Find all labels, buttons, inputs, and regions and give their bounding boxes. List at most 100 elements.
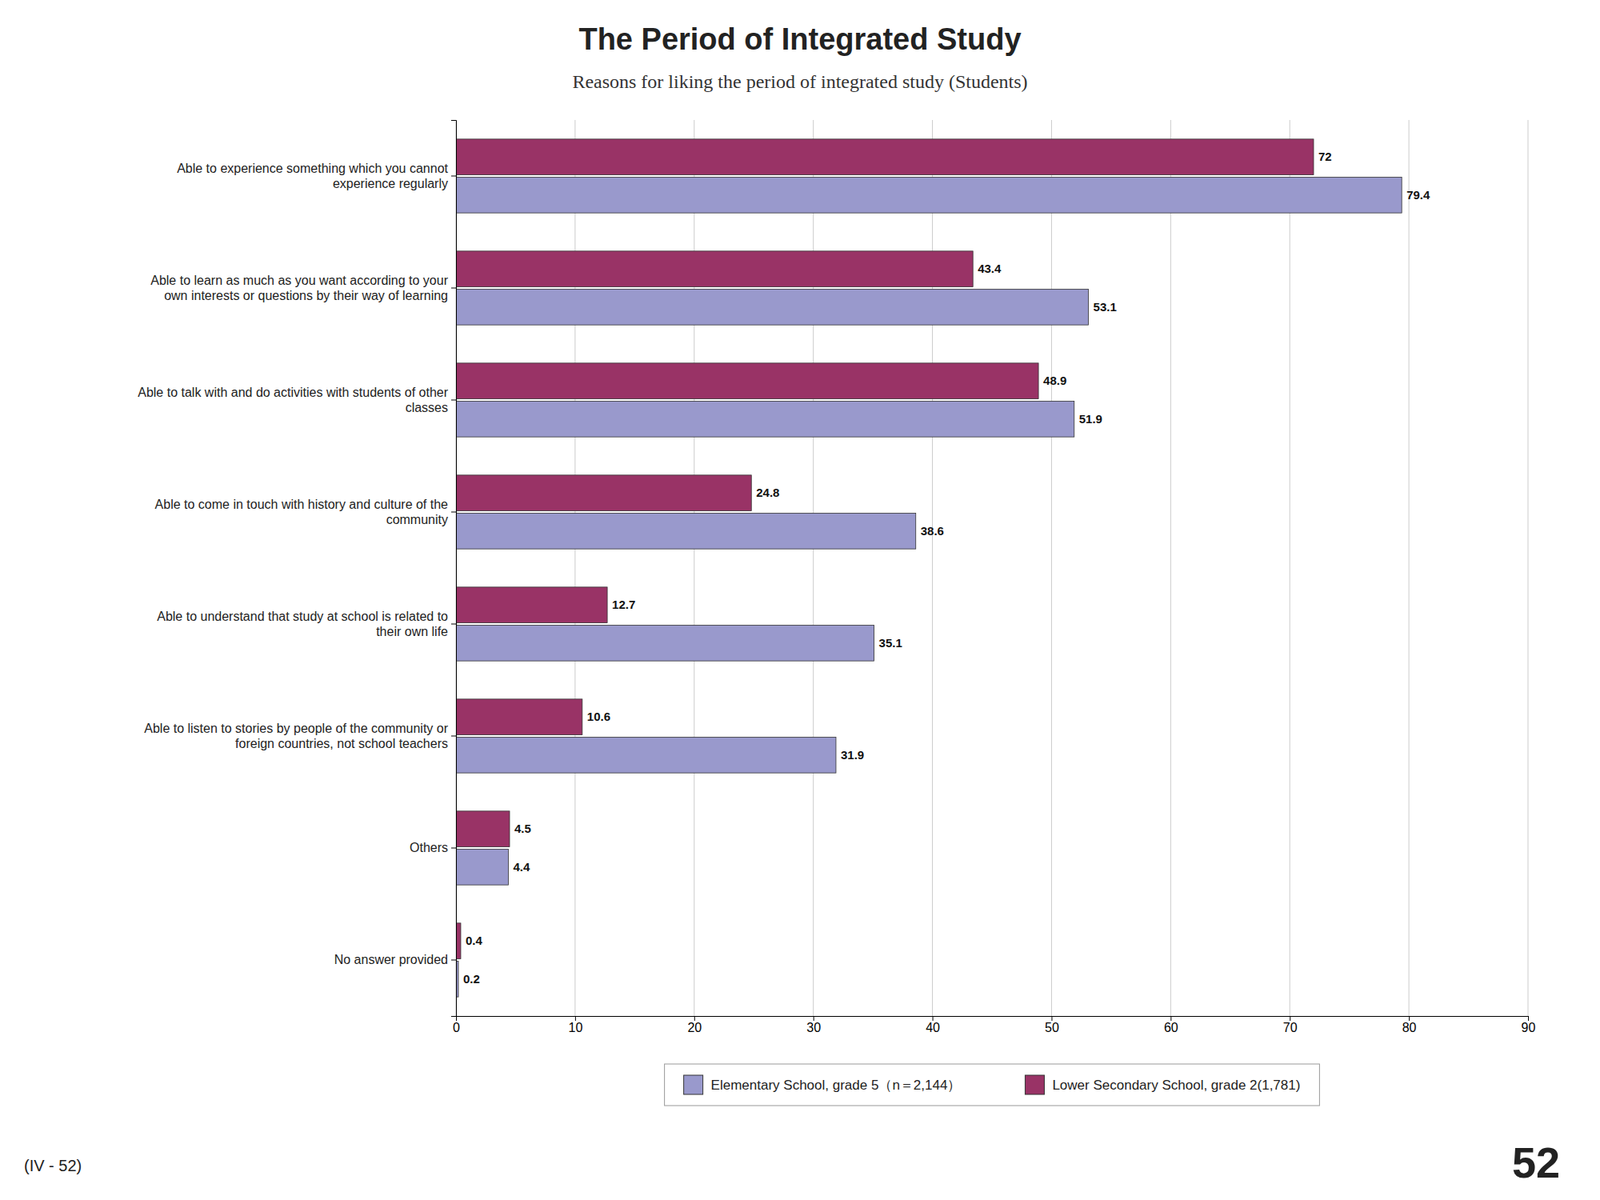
bar <box>456 512 916 549</box>
y-tick-mark <box>451 512 456 513</box>
bar <box>456 288 1089 325</box>
x-tick-label: 80 <box>1402 1020 1417 1035</box>
series <box>456 176 1402 997</box>
y-tick-label-line: community <box>386 512 448 527</box>
x-tick: 10 <box>568 1016 583 1035</box>
bar <box>456 699 583 736</box>
data-label: 51.9 <box>1079 412 1103 426</box>
grid-line <box>1289 120 1291 1016</box>
x-tick: 90 <box>1521 1016 1536 1035</box>
y-tick-label-line: own interests or questions by their way … <box>164 288 448 303</box>
x-tick: 30 <box>806 1016 821 1035</box>
grid-line <box>1170 120 1172 1016</box>
data-label: 48.9 <box>1043 373 1067 388</box>
y-tick-label: No answer provided <box>334 952 448 967</box>
x-tick-mark <box>1528 1016 1529 1021</box>
data-label: 79.4 <box>1406 188 1431 202</box>
annotation: 52 <box>1512 1138 1560 1187</box>
y-tick-label-line: No answer provided <box>334 952 448 967</box>
x-axis-line <box>456 1016 1529 1022</box>
x-tick: 60 <box>1164 1016 1179 1035</box>
y-tick: Able to listen to stories by people of t… <box>144 721 456 751</box>
data-label: 4.5 <box>514 821 532 836</box>
y-tick-label-line: their own life <box>376 624 448 639</box>
legend-label: Lower Secondary School, grade 2(1,781) <box>1052 1077 1300 1093</box>
y-tick-label-line: Able to talk with and do activities with… <box>137 385 448 400</box>
bar <box>456 176 1402 213</box>
data-label: 0.4 <box>465 933 484 948</box>
data-label: 31.9 <box>840 748 864 762</box>
bar <box>456 811 510 848</box>
x-tick-label: 50 <box>1044 1020 1060 1035</box>
x-tick-label: 40 <box>925 1020 940 1035</box>
data-label: 35.1 <box>879 636 903 650</box>
y-tick-label-line: experience regularly <box>332 176 448 191</box>
y-tick: Able to come in touch with history and c… <box>155 497 456 527</box>
legend: Elementary School, grade 5（n＝2,144） Lower… <box>664 1064 1320 1106</box>
y-tick-mark <box>451 288 456 289</box>
grid <box>456 120 1528 1016</box>
y-tick-mark <box>451 176 456 177</box>
grid-line <box>1408 120 1410 1016</box>
bar <box>456 363 1039 400</box>
data-labels: 79.453.151.938.635.131.94.40.27243.448.9… <box>463 149 1431 986</box>
y-tick: Others <box>409 840 456 855</box>
y-tick-mark <box>451 400 456 401</box>
title: The Period of Integrated Study <box>578 22 1021 56</box>
y-axis-line <box>451 120 457 1017</box>
bar <box>456 736 836 773</box>
y-tick-label: Able to come in touch with history and c… <box>155 497 449 527</box>
y-tick-label-line: Able to understand that study at school … <box>156 609 448 624</box>
data-label: 72 <box>1318 149 1332 164</box>
x-tick: 50 <box>1044 1016 1060 1035</box>
x-tick-label: 90 <box>1521 1020 1536 1035</box>
x-tick-mark <box>1170 1016 1172 1021</box>
plot: 79.453.151.938.635.131.94.40.27243.448.9… <box>137 120 1536 1035</box>
series <box>456 139 1314 960</box>
legend-item: Elementary School, grade 5（n＝2,144） <box>684 1075 962 1095</box>
y-tick-label: Able to learn as much as you want accord… <box>150 273 448 303</box>
bar <box>456 848 509 885</box>
bar <box>456 139 1314 176</box>
x-tick-mark <box>575 1016 576 1021</box>
x-tick: 20 <box>687 1016 702 1035</box>
x-tick-label: 20 <box>687 1020 702 1035</box>
x-tick-label: 70 <box>1283 1020 1298 1035</box>
data-label: 38.6 <box>920 524 944 538</box>
x-tick: 70 <box>1283 1016 1298 1035</box>
annotation: (IV - 52) <box>24 1156 82 1175</box>
y-tick-mark <box>451 736 456 737</box>
y-tick-label-line: Able to listen to stories by people of t… <box>144 721 448 736</box>
y-tick-mark <box>451 624 456 625</box>
chart-svg: The Period of Integrated Study Reasons fo… <box>0 0 1600 1200</box>
legend-label: Elementary School, grade 5（n＝2,144） <box>711 1077 962 1093</box>
y-axis: Able to experience something which you c… <box>137 120 456 1017</box>
y-tick: Able to learn as much as you want accord… <box>150 273 456 303</box>
data-label: 10.6 <box>587 709 611 724</box>
subtitle: Reasons for liking the period of integra… <box>572 71 1028 92</box>
x-tick-mark <box>1289 1016 1291 1021</box>
x-axis: 0 10 20 30 40 50 60 70 80 90 <box>452 1016 1536 1035</box>
x-tick: 0 <box>452 1016 460 1035</box>
bar <box>456 400 1075 437</box>
x-tick-label: 30 <box>806 1020 821 1035</box>
bar <box>456 587 608 624</box>
x-tick-mark <box>813 1016 815 1021</box>
legend-swatch <box>1024 1075 1044 1095</box>
grid-line <box>1051 120 1052 1016</box>
y-tick: Able to understand that study at school … <box>156 609 456 639</box>
y-tick-mark <box>451 848 456 849</box>
y-tick-label-line: Others <box>409 840 448 855</box>
bars <box>456 139 1402 997</box>
data-label: 12.7 <box>612 597 636 612</box>
legend-swatch <box>684 1075 704 1095</box>
legend-box <box>664 1064 1320 1106</box>
data-label: 4.4 <box>513 860 532 874</box>
bar <box>456 624 875 661</box>
x-tick: 40 <box>925 1016 940 1035</box>
x-tick: 80 <box>1402 1016 1417 1035</box>
data-label: 43.4 <box>977 261 1002 276</box>
data-label: 53.1 <box>1093 300 1117 314</box>
y-tick-label: Able to listen to stories by people of t… <box>144 721 448 751</box>
bar <box>456 475 752 512</box>
